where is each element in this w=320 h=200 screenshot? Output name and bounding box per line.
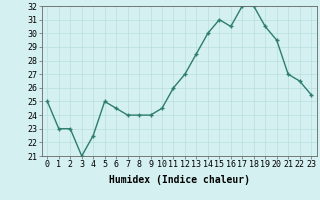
X-axis label: Humidex (Indice chaleur): Humidex (Indice chaleur) — [109, 175, 250, 185]
